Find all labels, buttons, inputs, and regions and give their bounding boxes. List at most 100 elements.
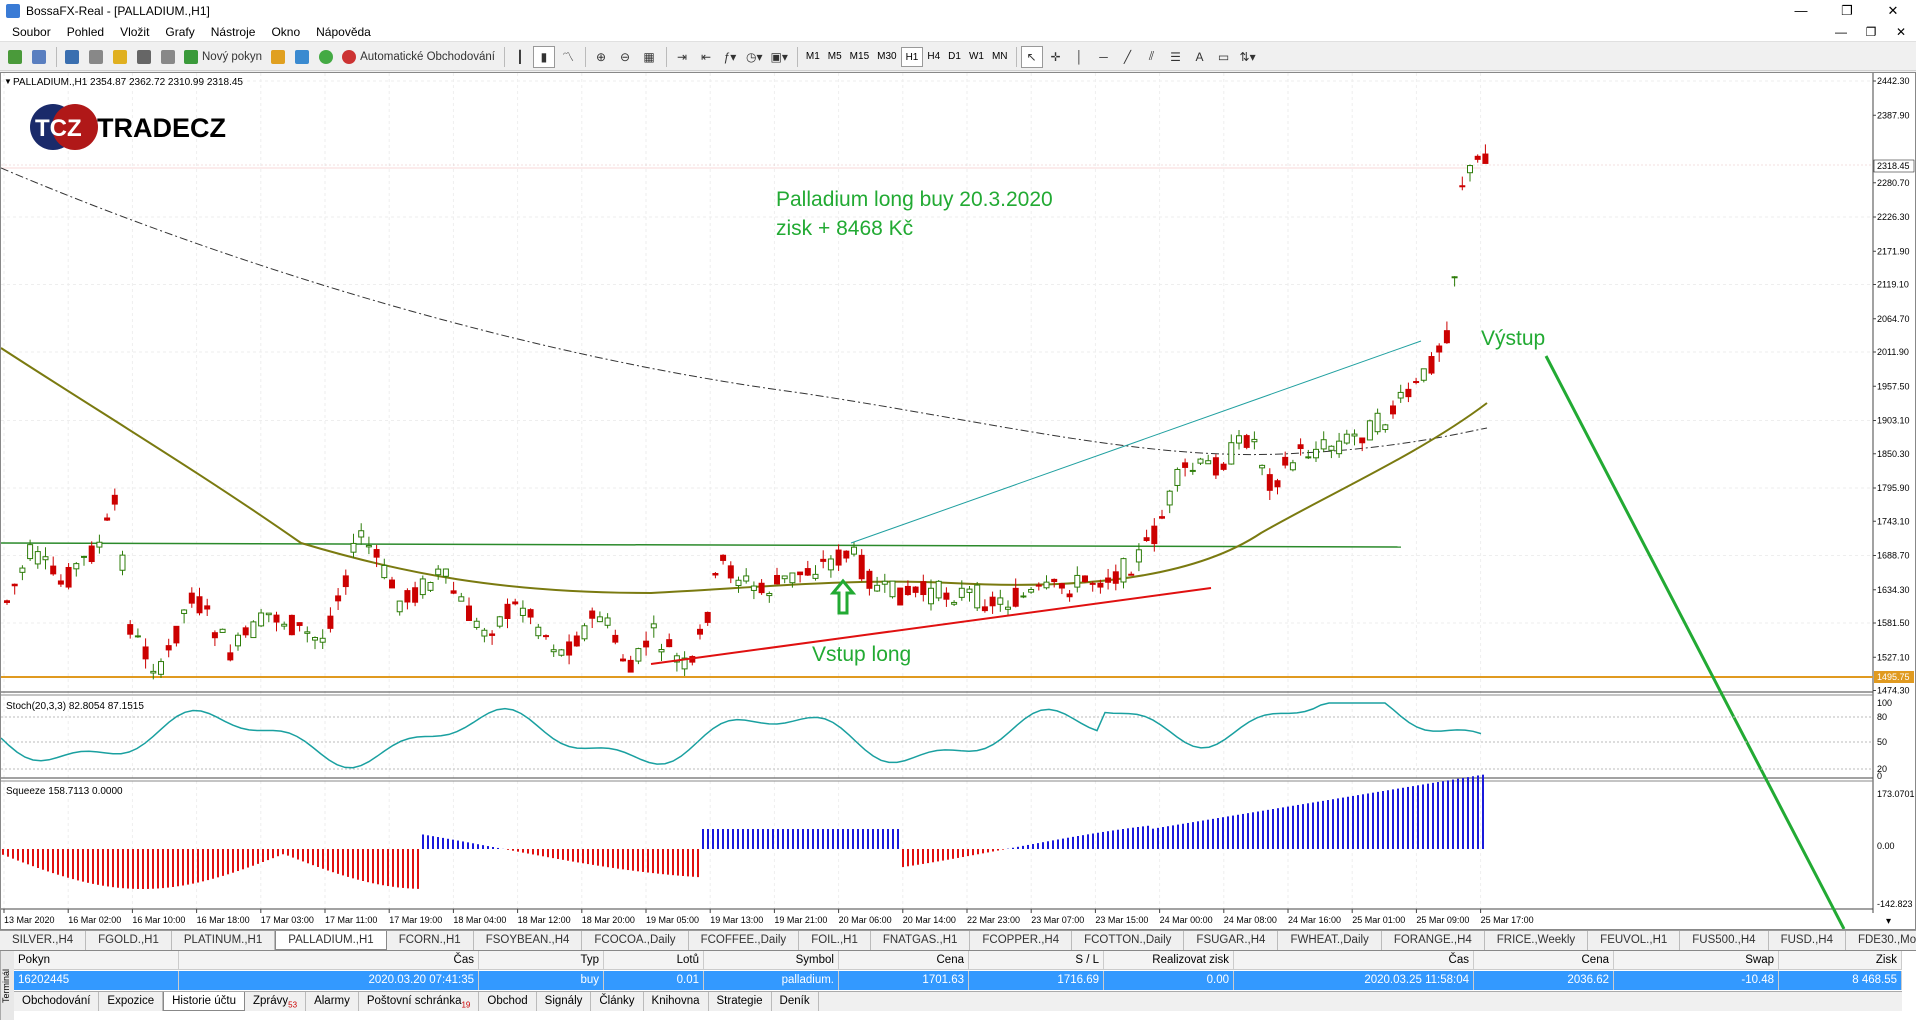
symbol-tab[interactable]: FNATGAS.,H1 [871,931,971,950]
symbol-tab[interactable]: FWHEAT.,Daily [1278,931,1382,950]
symbol-tab[interactable]: FSOYBEAN.,H4 [474,931,583,950]
timeframe-h4[interactable]: H4 [927,50,941,62]
terminal-tab[interactable]: Zprávy53 [245,992,307,1011]
terminal-tab[interactable]: Obchodování [14,992,100,1011]
timeframe-w1[interactable]: W1 [968,50,984,62]
menu-file[interactable]: Soubor [12,24,51,39]
chart-shift-icon[interactable]: ⇤ [700,49,712,64]
text-tool-icon[interactable]: A [1195,49,1204,64]
symbol-tab[interactable]: FORANGE.,H4 [1382,931,1485,950]
col-stop-loss[interactable]: S / L [969,951,1104,970]
symbol-tab[interactable]: FCOFFEE.,Daily [689,931,800,950]
market-watch-icon[interactable] [61,46,83,68]
rally-trendline[interactable] [850,340,1422,544]
close-button[interactable]: ✕ [1887,3,1899,18]
profiles-icon[interactable] [28,46,50,68]
symbol-tab[interactable]: FGOLD.,H1 [86,931,172,950]
support-trendline[interactable] [650,587,1212,665]
terminal-tab[interactable]: Signály [537,992,592,1011]
line-chart-icon[interactable]: 〽 [561,50,574,64]
menu-help[interactable]: Nápověda [316,24,371,39]
terminal-tab[interactable]: Poštovní schránka19 [359,992,480,1011]
menu-view[interactable]: Pohled [66,24,105,39]
periods-icon[interactable]: ◷▾ [745,49,763,64]
terminal-tab[interactable]: Alarmy [306,992,359,1011]
menu-window[interactable]: Okno [271,24,301,39]
indicators-icon[interactable]: ƒ▾ [723,49,737,64]
col-swap[interactable]: Swap [1614,951,1779,970]
chart-collapse-icon[interactable]: ▼ [4,77,12,86]
symbol-tab[interactable]: FOIL.,H1 [799,931,871,950]
cursor-icon[interactable]: ↖ [1020,45,1043,68]
trendline-icon[interactable]: ╱ [1123,49,1132,64]
terminal-tab[interactable]: Články [591,992,644,1011]
templates-icon[interactable]: ▣▾ [770,49,788,64]
symbol-tab[interactable]: FEUVOL.,H1 [1588,931,1681,950]
col-open-price[interactable]: Cena [839,951,969,970]
autoscroll-icon[interactable]: ⇥ [676,49,688,64]
symbol-tab[interactable]: FUSD.,H4 [1769,931,1846,950]
new-chart-icon[interactable] [4,46,26,68]
data-window-icon[interactable] [85,46,107,68]
vertical-line-icon[interactable]: │ [1075,49,1084,64]
market-icon[interactable] [315,46,337,68]
timeframe-h1[interactable]: H1 [900,46,924,67]
symbol-tab[interactable]: FSUGAR.,H4 [1184,931,1279,950]
menu-insert[interactable]: Vložit [120,24,150,39]
tile-windows-icon[interactable]: ▦ [643,49,655,64]
child-minimize-button[interactable]: — [1835,25,1847,39]
terminal-icon[interactable] [133,46,155,68]
terminal-tab[interactable]: Deník [772,992,819,1011]
col-type[interactable]: Typ [479,951,604,970]
navigator-icon[interactable] [109,46,131,68]
chart-canvas[interactable]: PALLADIUM.,H1 2354.87 2362.72 2310.99 23… [0,73,1916,1020]
terminal-tab[interactable]: Expozice [99,992,164,1011]
symbol-tab[interactable]: FRICE.,Weekly [1485,931,1589,950]
timeframe-mn[interactable]: MN [991,50,1008,62]
menu-charts[interactable]: Grafy [165,24,195,39]
minimize-button[interactable]: — [1794,3,1808,18]
terminal-tab[interactable]: Historie účtu [163,992,246,1011]
horizontal-line-icon[interactable]: ─ [1099,49,1108,64]
terminal-tab[interactable]: Strategie [709,992,772,1011]
timeframe-m5[interactable]: M5 [827,50,842,62]
timeframe-m15[interactable]: M15 [849,50,870,62]
auto-trading-button[interactable]: Automatické Obchodování [339,46,498,68]
menu-tools[interactable]: Nástroje [210,24,256,39]
maximize-button[interactable]: ❐ [1841,3,1853,18]
signals-icon[interactable] [291,46,313,68]
symbol-tab[interactable]: FUS500.,H4 [1680,931,1769,950]
col-lots[interactable]: Lotů [604,951,704,970]
timeframe-m1[interactable]: M1 [805,50,820,62]
symbol-tab[interactable]: PALLADIUM.,H1 [275,931,387,950]
zoom-out-icon[interactable]: ⊖ [619,49,631,64]
timeframe-d1[interactable]: D1 [948,50,961,62]
col-symbol[interactable]: Symbol [704,951,839,970]
chart-scroll-icon[interactable]: ▾ [1886,916,1891,927]
label-tool-icon[interactable]: ▭ [1217,49,1230,64]
symbol-tab[interactable]: FDE30.,Monthly [1846,931,1916,950]
symbol-tab[interactable]: FCORN.,H1 [387,931,474,950]
col-take-profit[interactable]: Realizovat zisk [1104,951,1234,970]
candlestick-icon[interactable]: ▮ [532,45,555,68]
bar-chart-icon[interactable]: ┃ [516,49,524,64]
new-order-button[interactable]: Nový pokyn [181,46,265,68]
symbol-tab[interactable]: PLATINUM.,H1 [172,931,276,950]
fibonacci-icon[interactable]: ☰ [1170,49,1181,64]
table-row[interactable]: 16202445 2020.03.20 07:41:35 buy 0.01 pa… [14,971,1902,990]
crosshair-icon[interactable]: ✛ [1050,49,1061,64]
col-open-time[interactable]: Čas [179,951,479,970]
terminal-tab[interactable]: Knihovna [644,992,709,1011]
terminal-tab[interactable]: Obchod [479,992,537,1011]
symbol-tab[interactable]: FCOCOA.,Daily [582,931,689,950]
col-close-time[interactable]: Čas [1234,951,1474,970]
arrows-icon[interactable]: ⇅▾ [1239,49,1256,64]
symbol-tab[interactable]: FCOTTON.,Daily [1072,931,1185,950]
timeframe-m30[interactable]: M30 [877,50,897,62]
col-close-price[interactable]: Cena [1474,951,1614,970]
tester-icon[interactable] [157,46,179,68]
symbol-tab[interactable]: SILVER.,H4 [0,931,87,950]
symbol-tab[interactable]: FCOPPER.,H4 [970,931,1073,950]
metaeditor-icon[interactable] [267,46,289,68]
channel-icon[interactable]: ⫽ [1148,49,1155,63]
